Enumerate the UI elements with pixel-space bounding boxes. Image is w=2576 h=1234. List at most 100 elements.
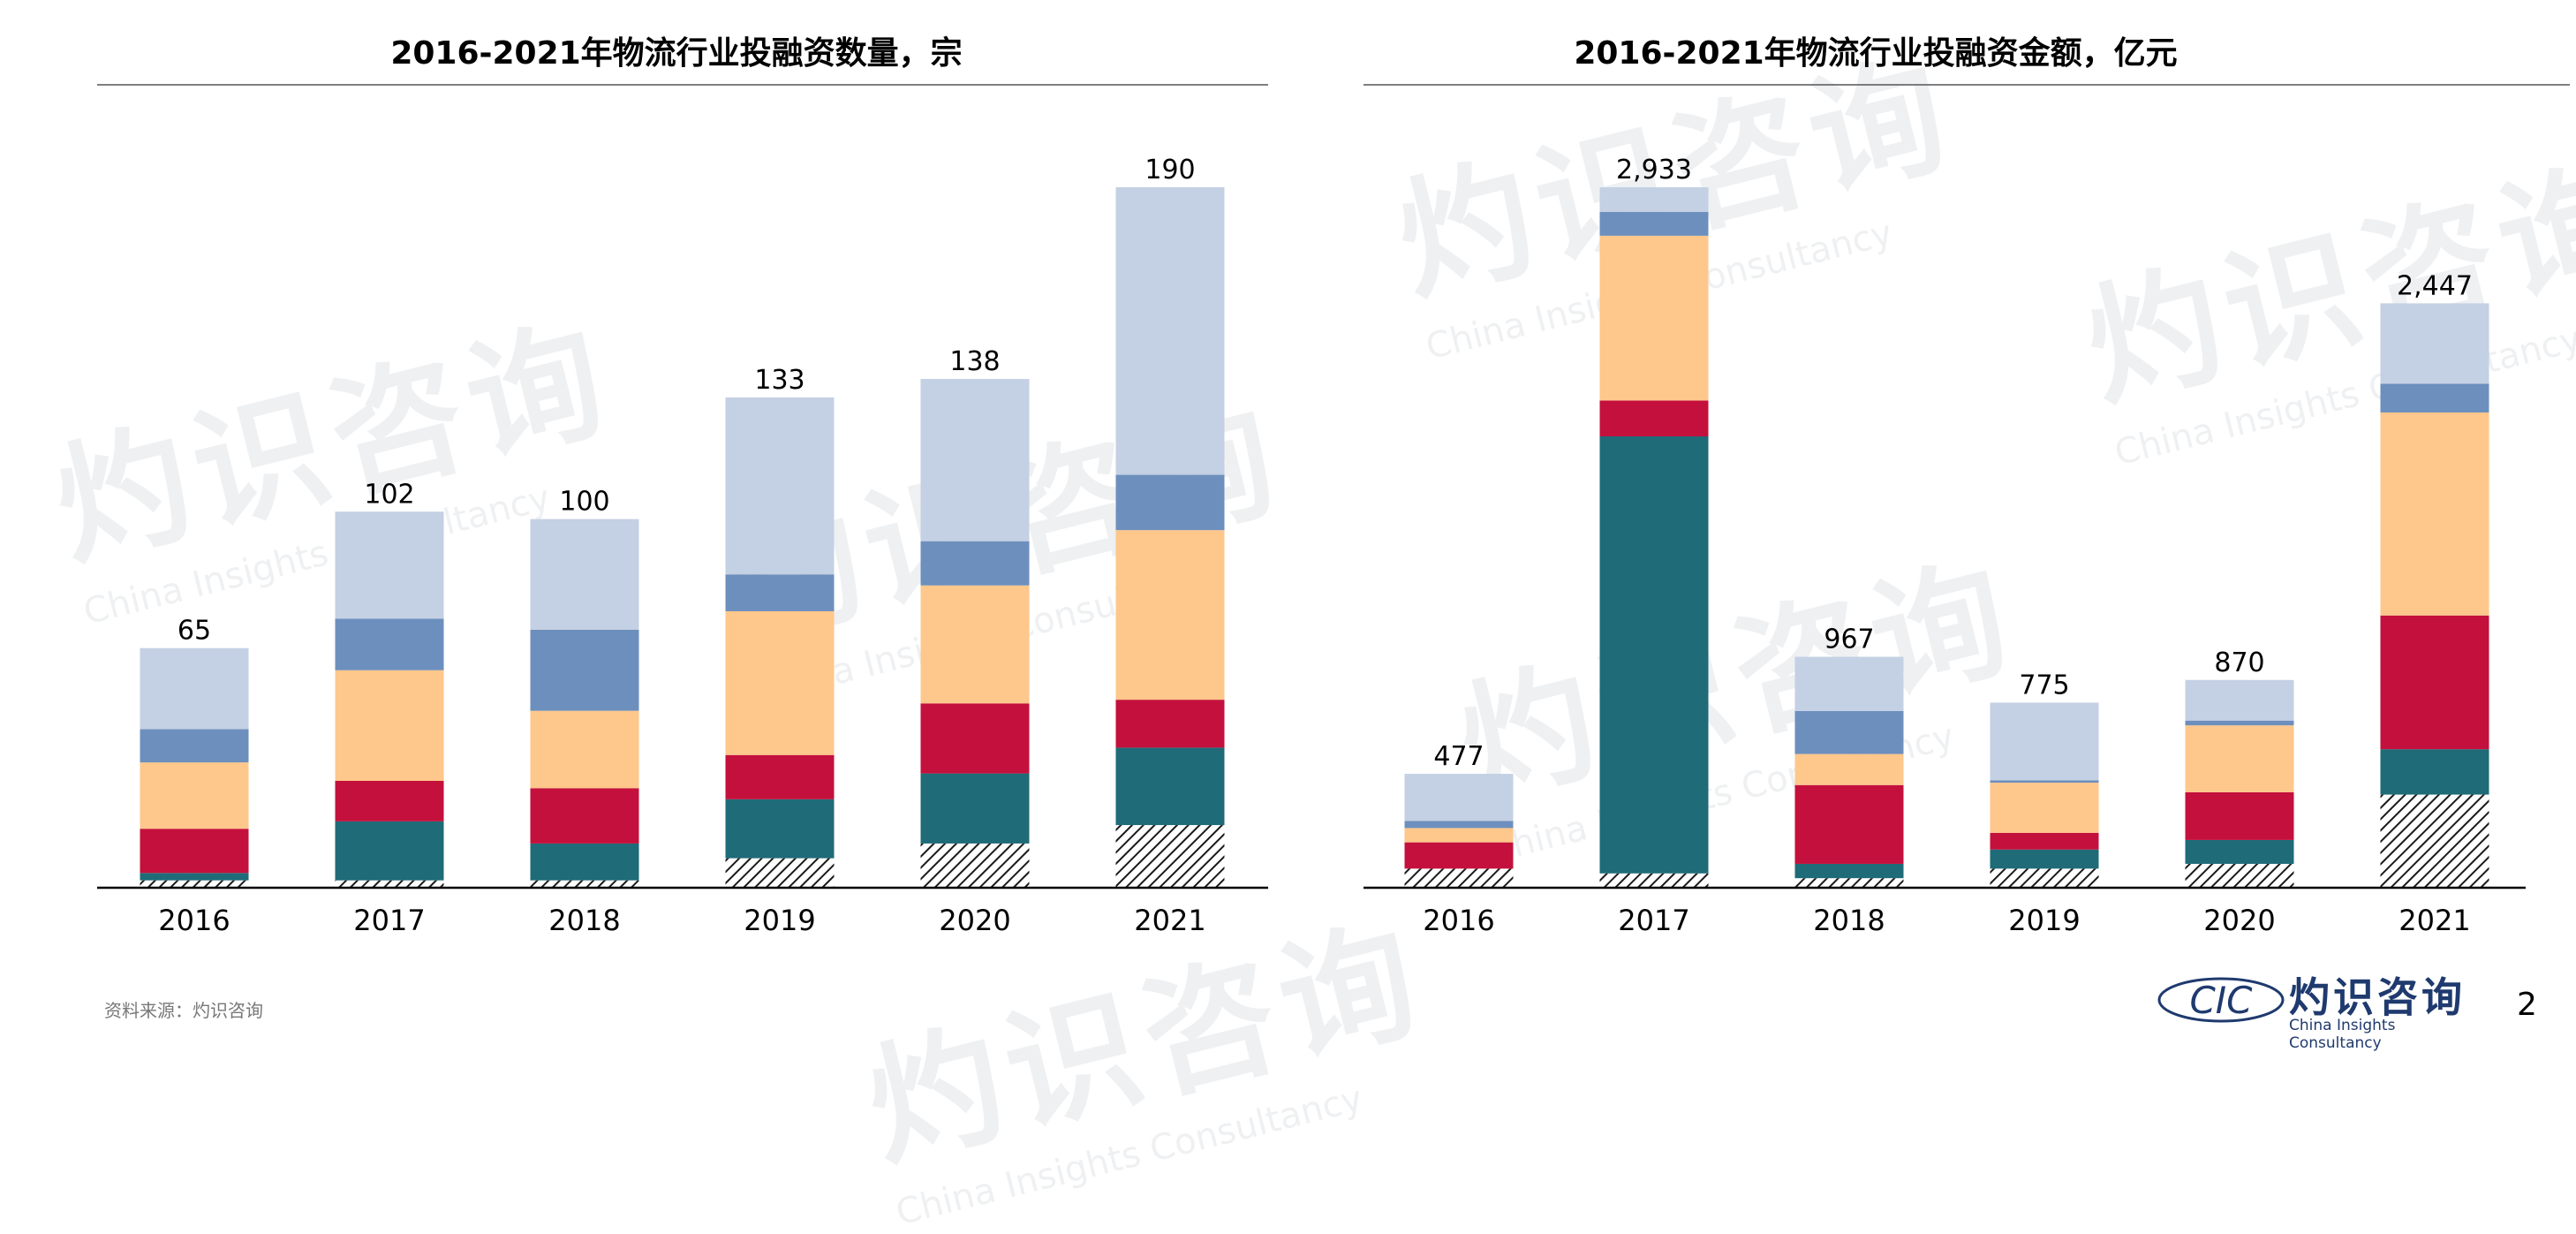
bar-segment-orange <box>920 585 1030 704</box>
bar-segment-mid_blue <box>1404 821 1514 829</box>
bar-segment-mid_blue <box>725 574 835 611</box>
bar-segment-hatched <box>140 880 249 888</box>
bar-segment-light_blue <box>335 511 444 619</box>
bar-segment-light_blue <box>530 519 639 630</box>
bar-segment-light_blue <box>1404 774 1514 821</box>
bar-total-label: 65 <box>178 616 211 647</box>
bar-total-label: 870 <box>2214 647 2264 678</box>
bar-segment-mid_blue <box>920 541 1030 586</box>
bar-segment-mid_blue <box>1115 474 1225 531</box>
bar-segment-hatched <box>725 858 835 888</box>
x-tick-label: 2021 <box>2398 904 2470 937</box>
page-number: 2 <box>2517 987 2537 1023</box>
bar-segment-hatched <box>1990 868 2099 888</box>
investment-count-chart: 2016-2021年物流行业投融资数量，宗 65 2016 102 2017 100 201… <box>97 34 1268 937</box>
bar-segment-orange <box>335 670 444 781</box>
bar-segment-light_blue <box>1990 702 2099 781</box>
bar-segment-mid_blue <box>530 629 639 711</box>
bar-segment-orange <box>1794 753 1904 785</box>
x-tick-label: 2017 <box>353 904 425 937</box>
bar-segment-mid_blue <box>335 618 444 670</box>
bar-total-label: 102 <box>364 479 414 510</box>
bar-segment-red <box>920 703 1030 774</box>
bar-segment-hatched <box>335 880 444 888</box>
bar-segment-red <box>530 788 639 844</box>
bar-segment-teal <box>1599 435 1709 874</box>
x-tick-label: 2019 <box>744 904 815 937</box>
x-tick-label: 2020 <box>2203 904 2275 937</box>
bar-segment-orange <box>1599 235 1709 401</box>
bar-segment-hatched <box>1794 878 1904 888</box>
bar-segment-mid_blue <box>2380 383 2489 413</box>
bar-segment-red <box>2185 791 2294 840</box>
bar-segment-teal <box>2185 839 2294 864</box>
bar-total-label: 2,933 <box>1616 155 1692 185</box>
bar-segment-red <box>2380 615 2489 750</box>
x-tick-label: 2017 <box>1618 904 1689 937</box>
x-tick-label: 2019 <box>2008 904 2080 937</box>
bar-segment-light_blue <box>1794 656 1904 711</box>
bar-segment-teal <box>1794 863 1904 879</box>
bar-segment-hatched <box>530 880 639 888</box>
bar-segment-teal <box>335 821 444 881</box>
svg-text:CIC: CIC <box>2189 979 2253 1022</box>
bar-segment-mid_blue <box>1990 780 2099 784</box>
bar-segment-teal <box>140 873 249 881</box>
bar-segment-hatched <box>920 843 1030 888</box>
bar-total-label: 477 <box>1433 741 1484 772</box>
x-tick-label: 2018 <box>1813 904 1885 937</box>
bar-segment-hatched <box>1115 825 1225 888</box>
bar-segment-orange <box>2380 412 2489 616</box>
chart-title: 2016-2021年物流行业投融资数量，宗 <box>390 34 962 72</box>
bar-segment-teal <box>920 773 1030 844</box>
bar-segment-light_blue <box>725 397 835 575</box>
logo-english-name: China Insights Consultancy <box>2289 1017 2396 1052</box>
bar-segment-teal <box>2380 749 2489 795</box>
logo-chinese-name: 灼识咨询 <box>2289 973 2466 1021</box>
bar-segment-hatched <box>2380 794 2489 888</box>
x-tick-label: 2020 <box>939 904 1010 937</box>
bar-segment-light_blue <box>140 647 249 730</box>
bar-segment-light_blue <box>1599 187 1709 212</box>
bar-segment-teal <box>725 799 835 859</box>
bar-segment-orange <box>530 710 639 789</box>
bar-segment-orange <box>725 610 835 755</box>
bar-segment-mid_blue <box>2185 720 2294 726</box>
x-tick-label: 2016 <box>158 904 230 937</box>
bar-segment-orange <box>140 762 249 829</box>
bar-segment-hatched <box>1599 873 1709 888</box>
bar-total-label: 133 <box>754 365 805 396</box>
bar-segment-mid_blue <box>140 729 249 763</box>
bar-segment-mid_blue <box>1599 211 1709 236</box>
bar-segment-teal <box>1115 747 1225 826</box>
bar-total-label: 100 <box>559 487 609 518</box>
bar-segment-light_blue <box>1115 187 1225 475</box>
chart-title: 2016-2021年物流行业投融资金额，亿元 <box>1574 34 2177 72</box>
bar-segment-orange <box>2185 725 2294 792</box>
bar-segment-red <box>1599 400 1709 436</box>
bar-segment-orange <box>1990 783 2099 833</box>
bar-segment-red <box>1404 842 1514 869</box>
bar-segment-red <box>1794 784 1904 864</box>
cic-logo-mark: CIC <box>2157 977 2285 1023</box>
source-note: 资料来源：灼识咨询 <box>104 1000 263 1021</box>
bar-segment-red <box>1115 700 1225 748</box>
bar-segment-teal <box>530 843 639 881</box>
bar-segment-red <box>725 754 835 799</box>
bar-segment-red <box>140 829 249 874</box>
bar-total-label: 138 <box>949 346 1000 377</box>
bar-total-label: 967 <box>1824 625 1874 655</box>
bar-segment-mid_blue <box>1794 710 1904 754</box>
x-tick-label: 2016 <box>1423 904 1494 937</box>
x-tick-label: 2018 <box>548 904 620 937</box>
bar-segment-light_blue <box>920 379 1030 541</box>
cic-logo: CIC 灼识咨询 China Insights Consultancy <box>2155 958 2473 1052</box>
bar-segment-hatched <box>2185 863 2294 888</box>
bar-segment-red <box>335 780 444 821</box>
bar-segment-teal <box>1990 849 2099 869</box>
bar-segment-orange <box>1115 530 1225 700</box>
bar-segment-hatched <box>1404 868 1514 888</box>
bar-segment-light_blue <box>2380 303 2489 384</box>
bar-total-label: 190 <box>1144 155 1195 185</box>
investment-amount-chart: 2016-2021年物流行业投融资金额，亿元 477 2016 2,933 2017 96… <box>1364 34 2570 937</box>
